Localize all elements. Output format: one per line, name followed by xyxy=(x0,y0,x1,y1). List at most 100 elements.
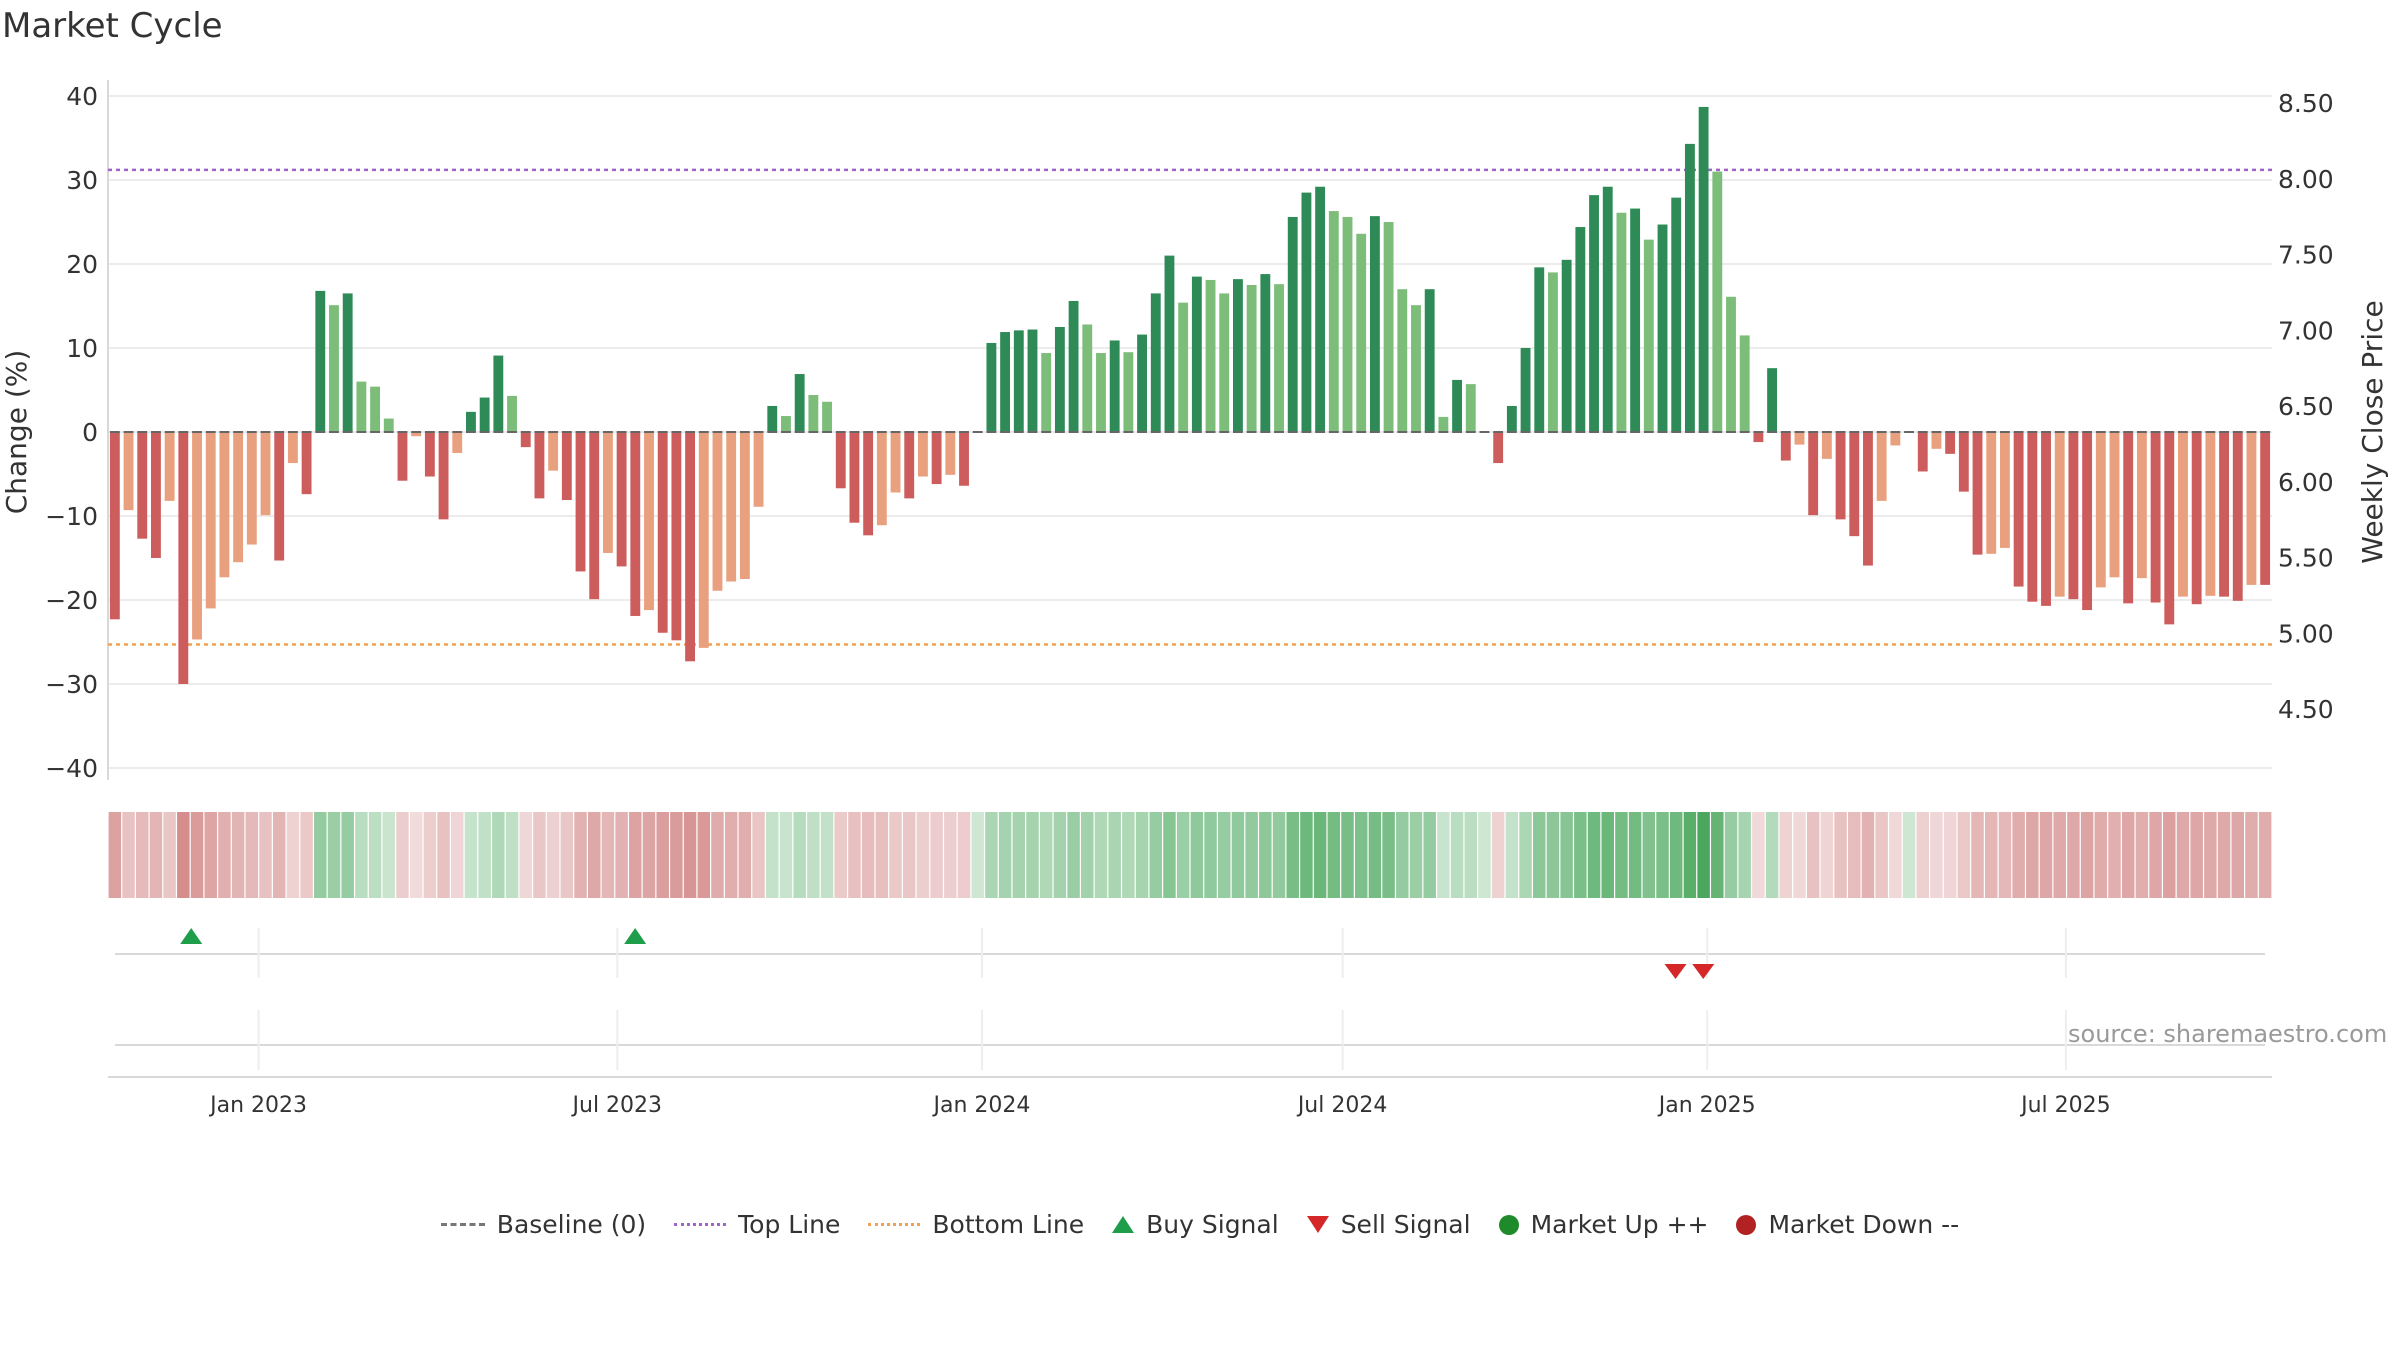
strip-cell xyxy=(163,812,176,898)
y-tick-label: 10 xyxy=(66,334,98,363)
bar xyxy=(2082,432,2093,611)
legend-label: Top Line xyxy=(738,1210,841,1239)
bar xyxy=(1835,432,1846,520)
strip-cell xyxy=(670,812,683,898)
bar xyxy=(1726,296,1736,432)
x-axis: Jan 2023 Jul 2023 Jan 2024 Jul 2024 Jan 2025… xyxy=(108,1076,2272,1118)
legend-item-bottom-line: Bottom Line xyxy=(868,1210,1084,1239)
strip-cell xyxy=(1779,812,1793,898)
bar xyxy=(767,405,778,432)
buy-signal-marker xyxy=(180,928,203,944)
y2-tick-label: 6.00 xyxy=(2278,468,2334,497)
bar xyxy=(109,432,120,620)
signal-panel xyxy=(115,928,2265,1070)
y-tick-label: −30 xyxy=(45,670,98,699)
strip-cell xyxy=(1382,812,1395,898)
strip-cell xyxy=(1574,812,1587,898)
bar xyxy=(1438,416,1449,432)
strip-cell xyxy=(1820,812,1834,898)
bar xyxy=(1780,432,1791,461)
bar xyxy=(849,432,860,523)
y2-tick-label: 7.50 xyxy=(2278,241,2334,270)
strip-cell xyxy=(2053,812,2066,898)
legend-label: Buy Signal xyxy=(1146,1210,1279,1239)
strip-cell xyxy=(1546,812,1560,898)
bar xyxy=(1054,327,1065,432)
x-tick-label: Jan 2023 xyxy=(208,1093,307,1118)
strip-cell xyxy=(1313,812,1327,898)
strip-cell xyxy=(1163,812,1176,898)
strip-cell xyxy=(478,812,491,898)
bar xyxy=(1411,305,1421,432)
strip-cell xyxy=(697,812,711,898)
strip-cell xyxy=(546,812,560,898)
bar xyxy=(1342,216,1353,432)
legend-label: Market Up ++ xyxy=(1530,1210,1709,1239)
strip-cell xyxy=(368,812,382,898)
strip-cell xyxy=(724,812,738,898)
strip-cell xyxy=(2149,812,2162,898)
strip-cell xyxy=(601,812,615,898)
strip-cell xyxy=(902,812,916,898)
bar xyxy=(1561,259,1572,432)
triangle-down-icon xyxy=(1306,1216,1329,1233)
bar xyxy=(1137,334,1147,432)
y2-tick-label: 6.50 xyxy=(2278,392,2334,421)
strip-cell xyxy=(615,812,628,898)
bar xyxy=(1575,227,1586,432)
strip-cell xyxy=(341,812,354,898)
strip-cell xyxy=(1930,812,1943,898)
bar xyxy=(1260,274,1271,432)
bar xyxy=(712,432,723,591)
bar xyxy=(1863,432,1873,566)
strip-cell xyxy=(2176,812,2190,898)
bar xyxy=(1219,293,1230,432)
strip-cell xyxy=(752,812,765,898)
y2-tick-label: 5.00 xyxy=(2278,619,2334,648)
legend-item-market-down: Market Down -- xyxy=(1736,1210,1959,1239)
y-tick-label: 20 xyxy=(66,250,98,279)
bar xyxy=(890,432,901,493)
bar xyxy=(1890,432,1901,446)
bar xyxy=(1082,324,1093,432)
bar xyxy=(1712,171,1723,432)
bottom-line-dotted-icon xyxy=(868,1223,921,1226)
bar xyxy=(1178,302,1189,432)
y2-tick-label: 4.50 xyxy=(2278,695,2334,724)
strip-cell xyxy=(1971,812,1984,898)
bar xyxy=(1205,279,1216,432)
bar xyxy=(589,432,600,600)
legend-label: Bottom Line xyxy=(932,1210,1085,1239)
bar xyxy=(863,432,874,536)
strip-cell xyxy=(1848,812,1861,898)
reference-lines xyxy=(108,168,2272,646)
strip-cell xyxy=(1039,812,1053,898)
bar xyxy=(808,395,819,432)
strip-cell xyxy=(834,812,847,898)
strip-cell xyxy=(2231,812,2245,898)
strip-cell xyxy=(1067,812,1080,898)
bar xyxy=(1191,276,1202,432)
strip-cell xyxy=(1806,812,1820,898)
bar xyxy=(876,432,887,526)
top-line-dotted-icon xyxy=(674,1223,727,1226)
strip-cell xyxy=(1245,812,1258,898)
y-tick-label: −40 xyxy=(45,754,98,783)
strip-cell xyxy=(2121,812,2135,898)
bar xyxy=(1671,197,1682,432)
bar xyxy=(2205,432,2216,596)
bar xyxy=(479,397,490,432)
strip-cell xyxy=(971,812,984,898)
strip-cell xyxy=(259,812,272,898)
bar xyxy=(205,432,216,609)
bar xyxy=(1630,208,1641,432)
bar xyxy=(507,395,517,432)
strip-cell xyxy=(1368,812,1382,898)
bar xyxy=(1424,289,1435,432)
strip-cell xyxy=(642,812,656,898)
bar xyxy=(2095,432,2106,588)
bar xyxy=(1150,293,1161,432)
bar xyxy=(2041,432,2051,606)
bar xyxy=(657,432,668,633)
strip-cell xyxy=(1108,812,1121,898)
